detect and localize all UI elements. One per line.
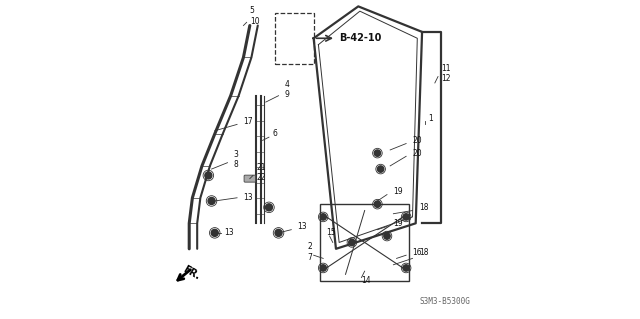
Bar — [320, 204, 410, 281]
Text: 21
22: 21 22 — [256, 163, 266, 182]
Circle shape — [320, 214, 326, 220]
Circle shape — [374, 201, 381, 207]
Circle shape — [211, 229, 218, 236]
Text: 16: 16 — [413, 248, 422, 256]
Text: S3M3-B5300G: S3M3-B5300G — [419, 297, 470, 306]
Text: 5
10: 5 10 — [250, 6, 259, 26]
Text: 6: 6 — [272, 130, 277, 138]
Text: 19: 19 — [394, 219, 403, 228]
Text: FR.: FR. — [181, 264, 202, 282]
Circle shape — [349, 239, 355, 246]
Text: 1: 1 — [428, 114, 433, 122]
Circle shape — [403, 214, 410, 220]
Text: 13: 13 — [224, 228, 234, 237]
Text: 17: 17 — [243, 117, 253, 126]
Circle shape — [378, 166, 384, 172]
Text: 13: 13 — [298, 222, 307, 231]
Text: 18: 18 — [419, 203, 428, 212]
Circle shape — [266, 204, 273, 211]
Text: B-42-10: B-42-10 — [339, 33, 381, 43]
Text: 20: 20 — [413, 136, 422, 145]
Text: 13: 13 — [243, 193, 253, 202]
Circle shape — [205, 172, 212, 179]
Circle shape — [384, 233, 390, 239]
FancyBboxPatch shape — [244, 175, 255, 182]
Text: 3
8: 3 8 — [234, 150, 239, 169]
Circle shape — [275, 229, 282, 236]
Text: 20: 20 — [413, 149, 422, 158]
Bar — [275, 13, 314, 64]
Circle shape — [403, 265, 410, 271]
Text: 4
9: 4 9 — [285, 80, 290, 99]
Circle shape — [320, 265, 326, 271]
Circle shape — [208, 197, 215, 204]
Text: 2
7: 2 7 — [307, 242, 312, 262]
Text: 14: 14 — [362, 276, 371, 285]
Text: 18: 18 — [419, 248, 428, 256]
Circle shape — [374, 150, 381, 156]
Text: 19: 19 — [394, 187, 403, 196]
Text: 15: 15 — [326, 228, 336, 237]
Text: 11
12: 11 12 — [441, 64, 451, 83]
